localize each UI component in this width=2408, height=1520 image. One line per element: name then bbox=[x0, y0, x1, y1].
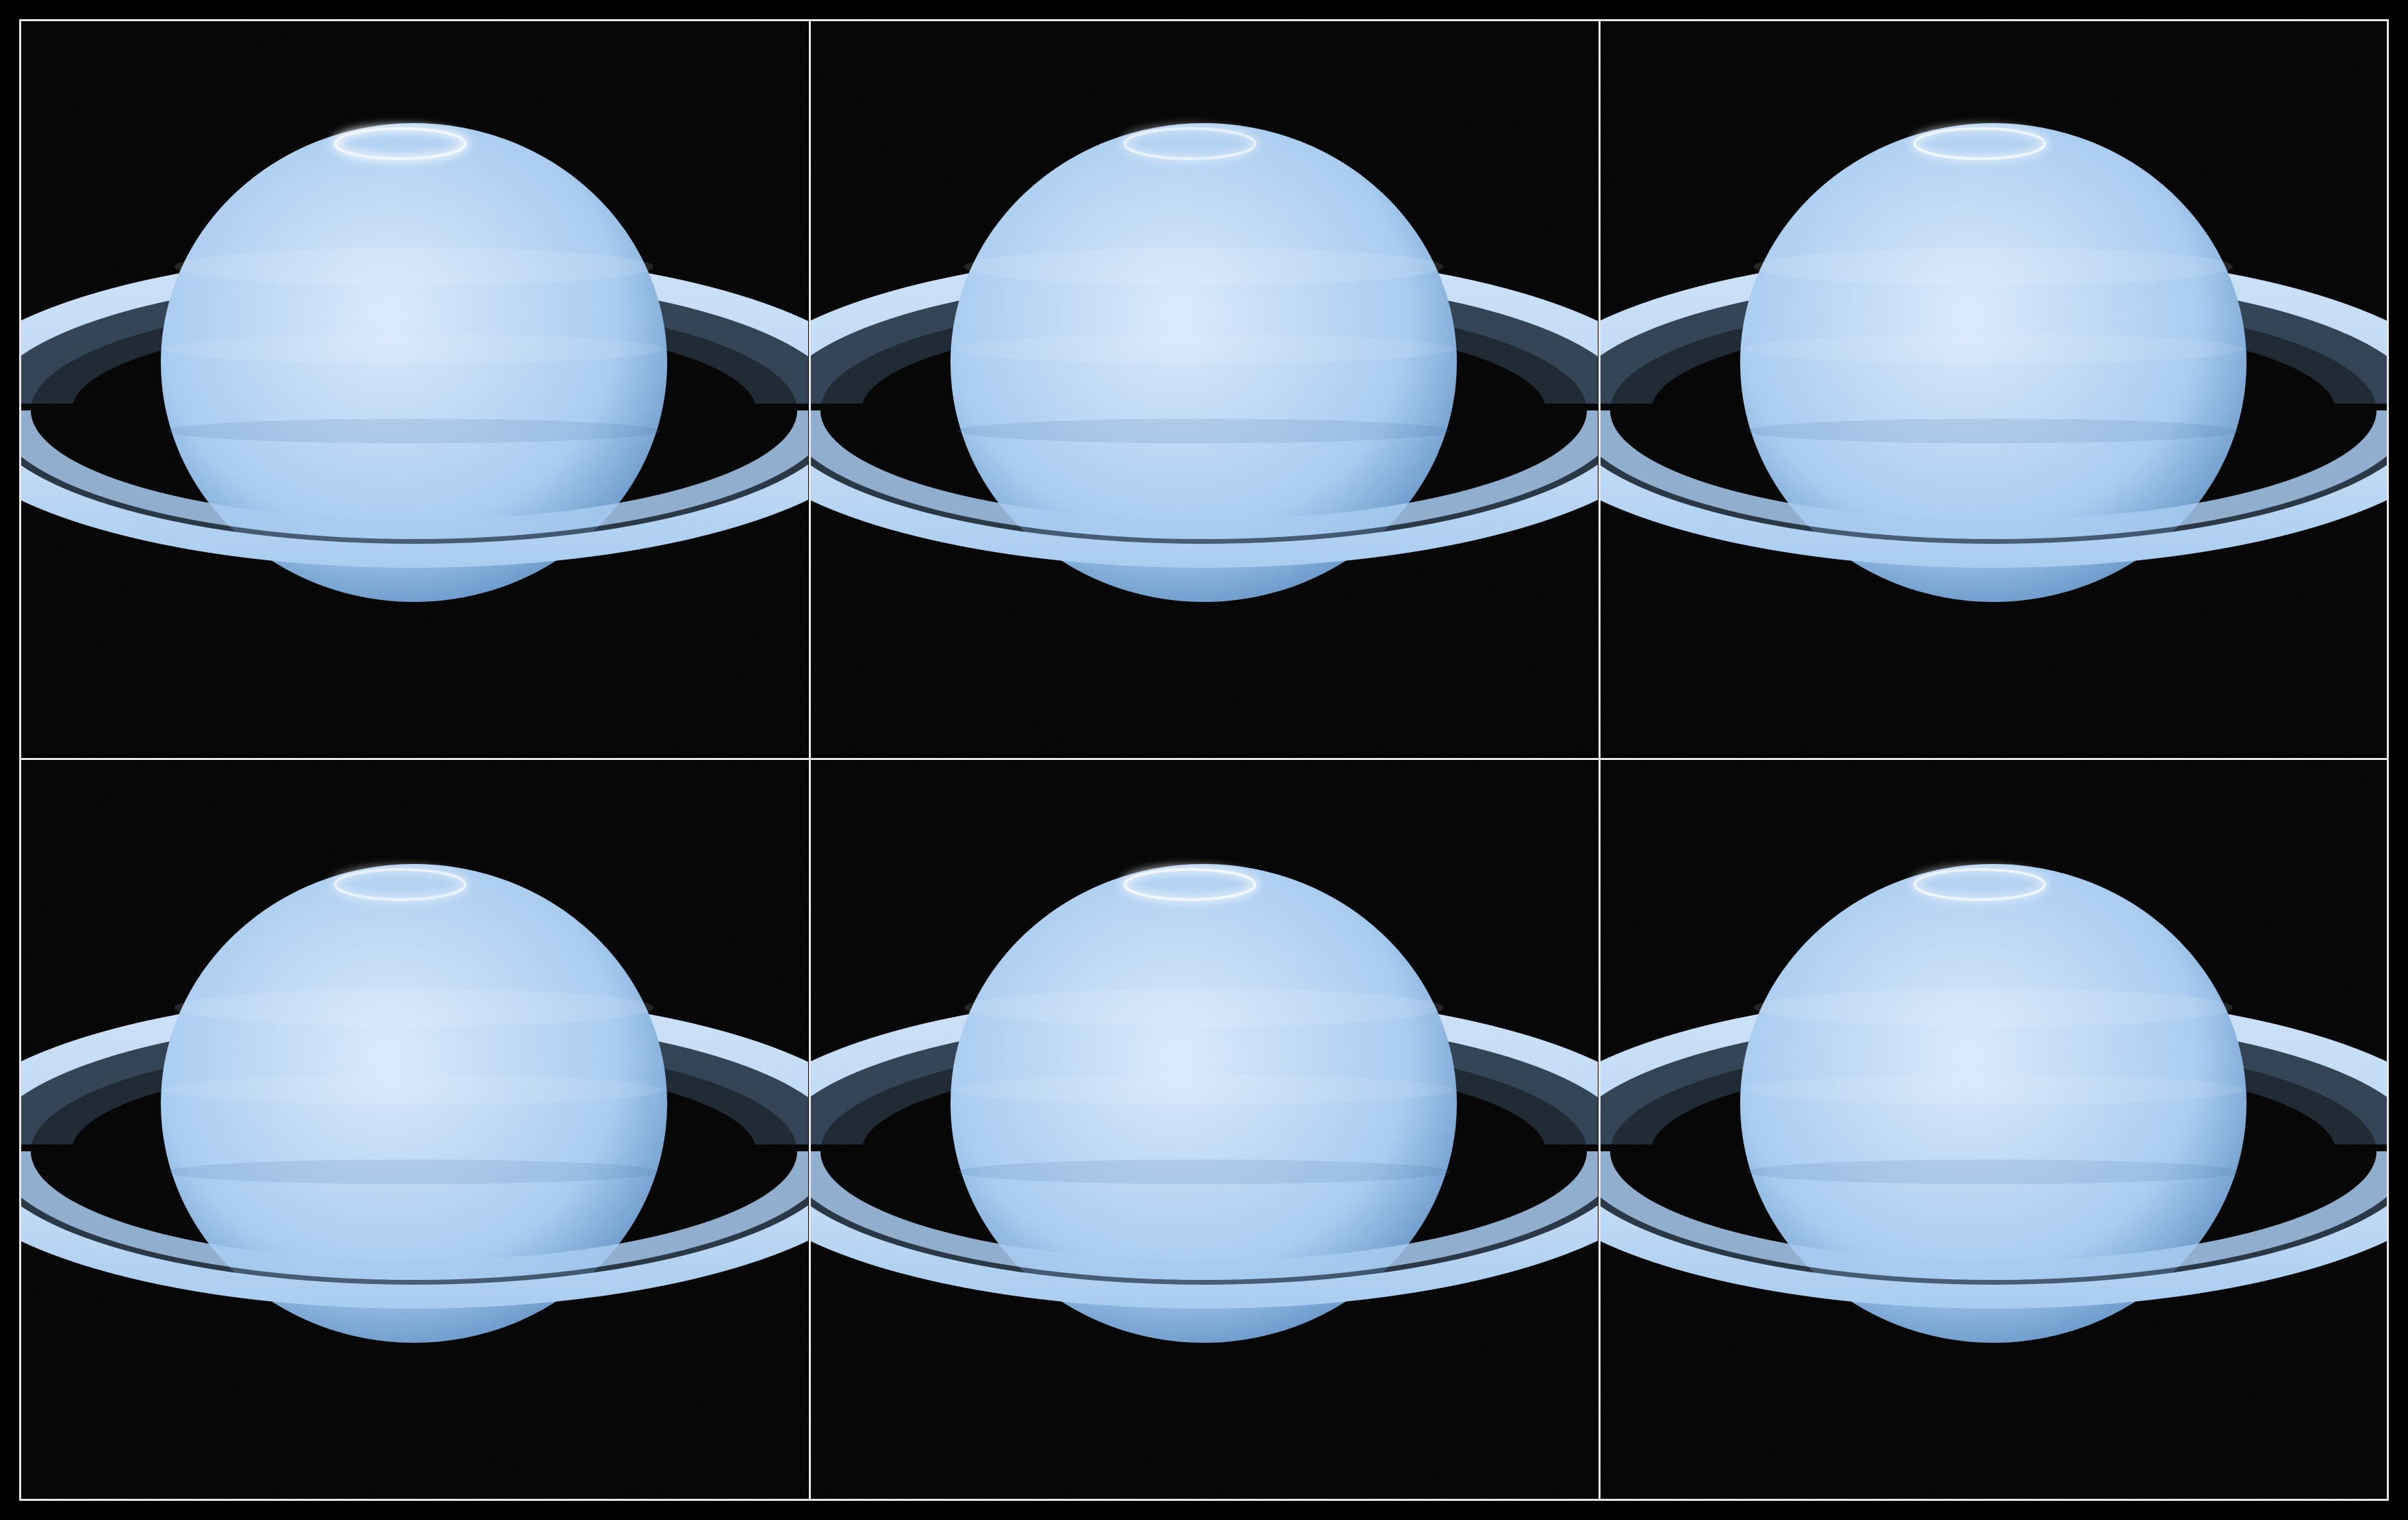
saturn-panel-5 bbox=[810, 761, 1598, 1499]
saturn-image bbox=[1600, 21, 2387, 755]
saturn-image bbox=[21, 761, 808, 1499]
saturn-panel-1 bbox=[21, 21, 808, 755]
saturn-panel-6 bbox=[1600, 761, 2387, 1499]
saturn-image bbox=[810, 761, 1598, 1499]
frame-top bbox=[19, 19, 2389, 21]
frame-col-2 bbox=[1598, 19, 1601, 1501]
saturn-image bbox=[1600, 761, 2387, 1499]
saturn-image bbox=[21, 21, 808, 755]
saturn-image bbox=[810, 21, 1598, 755]
frame-middle-row bbox=[19, 758, 2389, 760]
saturn-panel-2 bbox=[810, 21, 1598, 755]
frame-bottom bbox=[19, 1499, 2389, 1501]
frame-right bbox=[2387, 19, 2389, 1501]
saturn-panel-4 bbox=[21, 761, 808, 1499]
saturn-panel-3 bbox=[1600, 21, 2387, 755]
frame-left bbox=[19, 19, 21, 1501]
frame-col-1 bbox=[809, 19, 811, 1501]
